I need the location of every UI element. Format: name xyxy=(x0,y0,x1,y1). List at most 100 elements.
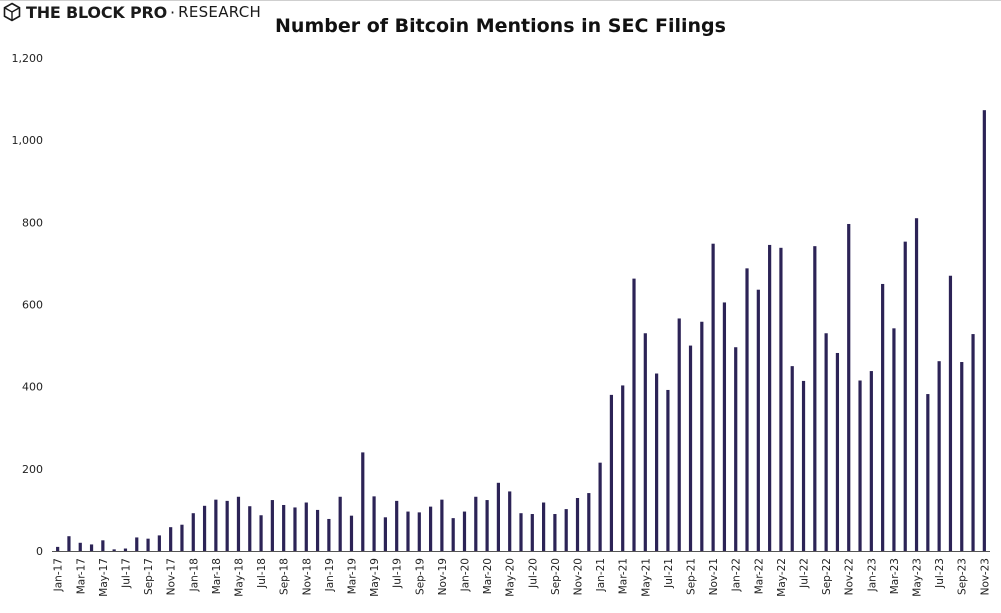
x-tick-label: Mar-17 xyxy=(75,558,87,594)
bar-mar-22 xyxy=(756,289,760,551)
bar-nov-19 xyxy=(440,499,444,551)
bar-apr-17 xyxy=(89,544,94,551)
bar-sep-18 xyxy=(282,504,286,551)
bar-apr-18 xyxy=(225,500,229,551)
x-tick-label: Nov-18 xyxy=(301,558,313,595)
bar-may-21 xyxy=(643,333,647,551)
x-tick-label: Jul-21 xyxy=(663,558,675,589)
x-tick-label: Sep-18 xyxy=(279,558,291,595)
bar-dec-19 xyxy=(451,518,455,551)
x-tick-label: May-23 xyxy=(912,558,924,597)
bar-oct-18 xyxy=(293,507,297,551)
x-tick-label: May-17 xyxy=(98,558,110,597)
brand-separator: · xyxy=(170,2,176,22)
x-tick-label: Mar-22 xyxy=(753,558,765,594)
brand-suffix: RESEARCH xyxy=(178,3,262,21)
x-tick-label: May-22 xyxy=(776,558,788,597)
x-tick-label: Jan-21 xyxy=(595,558,607,592)
bar-dec-22 xyxy=(858,380,862,551)
x-tick-label: Mar-20 xyxy=(482,558,494,594)
y-tick-label: 1,200 xyxy=(12,52,44,65)
y-tick-label: 0 xyxy=(36,545,43,558)
x-tick-label: Mar-18 xyxy=(211,558,223,594)
x-tick-label: Jan-17 xyxy=(53,558,65,592)
bar-aug-19 xyxy=(406,511,410,551)
bar-nov-21 xyxy=(711,243,715,551)
bar-apr-23 xyxy=(903,241,907,551)
x-tick-label: Nov-21 xyxy=(708,558,720,595)
bar-apr-20 xyxy=(496,482,500,551)
bar-apr-21 xyxy=(632,278,636,551)
bar-aug-21 xyxy=(677,318,681,551)
bar-feb-17 xyxy=(67,536,71,551)
bar-jul-17 xyxy=(123,548,128,551)
bar-aug-18 xyxy=(270,500,274,551)
bar-may-20 xyxy=(508,491,512,551)
x-tick-label: Jan-23 xyxy=(866,558,878,592)
bar-oct-20 xyxy=(564,509,568,551)
bar-aug-23 xyxy=(948,275,953,551)
bar-jun-17 xyxy=(112,549,116,551)
bar-mar-19 xyxy=(349,515,354,551)
bar-jun-22 xyxy=(790,366,794,552)
x-tick-label: Jan-20 xyxy=(460,558,472,592)
y-tick-label: 400 xyxy=(22,381,43,394)
bar-apr-22 xyxy=(768,244,772,551)
bar-nov-23 xyxy=(982,110,986,552)
x-tick-label: Jul-20 xyxy=(527,558,539,589)
x-tick-label: Sep-20 xyxy=(550,558,562,595)
bar-aug-22 xyxy=(813,246,817,551)
x-tick-label: Sep-23 xyxy=(957,558,969,595)
bar-jan-17 xyxy=(56,546,60,551)
brand-header: THE BLOCK PRO · RESEARCH xyxy=(2,1,261,23)
x-tick-label: Nov-20 xyxy=(573,558,585,595)
bar-oct-19 xyxy=(428,506,433,551)
x-tick-label: Jan-19 xyxy=(324,558,336,592)
x-axis: Jan-17 Mar-17 May-17 Jul-17 Sep-17 Nov-17 Jan-… xyxy=(52,551,991,597)
x-tick-label: May-21 xyxy=(640,558,652,597)
bar-jul-20 xyxy=(530,514,534,551)
x-tick-label: Jul-23 xyxy=(934,558,946,589)
bar-jun-23 xyxy=(926,394,930,551)
bar-may-23 xyxy=(914,218,919,551)
bar-jun-20 xyxy=(519,513,523,551)
bar-nov-18 xyxy=(304,502,308,551)
x-tick-label: May-20 xyxy=(505,558,517,597)
bar-sep-23 xyxy=(960,362,964,551)
bar-oct-21 xyxy=(700,321,704,551)
bar-dec-17 xyxy=(180,524,184,551)
bar-mar-17 xyxy=(78,542,82,551)
bar-jul-21 xyxy=(666,389,670,551)
bar-jul-18 xyxy=(259,515,263,551)
bar-feb-20 xyxy=(474,496,478,551)
bar-may-18 xyxy=(236,496,241,551)
y-tick-label: 1,000 xyxy=(12,134,44,147)
bar-nov-17 xyxy=(169,527,173,551)
bar-dec-18 xyxy=(315,509,320,551)
bar-jan-23 xyxy=(869,371,873,551)
bar-jun-21 xyxy=(655,373,659,551)
x-tick-label: Nov-19 xyxy=(437,558,449,595)
chart-title: Number of Bitcoin Mentions in SEC Filing… xyxy=(275,15,726,37)
x-tick-label: Sep-19 xyxy=(414,558,426,595)
x-tick-label: Mar-19 xyxy=(347,558,359,594)
bar-feb-22 xyxy=(745,268,749,551)
x-tick-label: Jul-22 xyxy=(799,558,811,589)
x-tick-label: Jan-22 xyxy=(731,558,743,592)
brand-name: THE BLOCK PRO xyxy=(26,2,167,22)
cube-logo-icon xyxy=(3,2,21,22)
bar-may-17 xyxy=(101,540,105,551)
bar-mar-20 xyxy=(485,500,489,551)
bar-oct-22 xyxy=(835,352,840,551)
x-tick-label: Nov-22 xyxy=(844,558,856,595)
bar-jun-19 xyxy=(383,517,387,551)
bar-nov-22 xyxy=(847,223,851,552)
x-tick-label: Jul-19 xyxy=(392,558,404,589)
x-tick-label: Nov-23 xyxy=(979,558,991,595)
x-tick-label: Jul-18 xyxy=(256,558,268,589)
bar-apr-19 xyxy=(361,452,365,551)
bar-dec-21 xyxy=(722,302,727,551)
bar-feb-21 xyxy=(609,394,614,551)
bar-jun-18 xyxy=(248,506,252,551)
bar-sep-22 xyxy=(824,333,828,551)
